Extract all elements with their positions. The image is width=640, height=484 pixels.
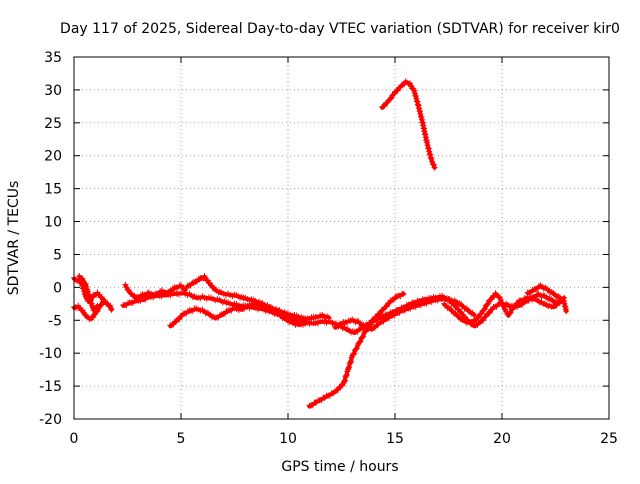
y-tick-label: 15 bbox=[44, 182, 62, 198]
series-track-11 bbox=[524, 282, 570, 315]
x-tick-label: 20 bbox=[493, 431, 511, 447]
axis-ticks: 0 5 10 15 20 25 -20 -15 -10 -5 0 5 10 15 20 25 30 35 bbox=[39, 50, 618, 447]
y-tick-label: 5 bbox=[53, 247, 62, 263]
series-track-7 bbox=[167, 300, 309, 329]
series-markers bbox=[524, 282, 570, 315]
y-tick-label: -20 bbox=[39, 412, 62, 428]
grid-lines bbox=[74, 57, 609, 419]
y-tick-label: 25 bbox=[44, 116, 62, 132]
series-markers bbox=[332, 294, 478, 332]
y-tick-label: -15 bbox=[39, 379, 62, 395]
y-tick-label: 20 bbox=[44, 149, 62, 165]
series-track-3 bbox=[76, 273, 101, 314]
x-axis-label: GPS time / hours bbox=[281, 459, 398, 475]
series-markers bbox=[76, 273, 101, 314]
y-tick-label: 10 bbox=[44, 215, 62, 231]
x-tick-label: 10 bbox=[279, 431, 297, 447]
chart-title: Day 117 of 2025, Sidereal Day-to-day VTE… bbox=[60, 21, 620, 37]
series-markers bbox=[379, 78, 438, 171]
series-track-9 bbox=[332, 294, 478, 332]
y-tick-label: -5 bbox=[48, 313, 62, 329]
series-track-10 bbox=[441, 290, 568, 326]
series-track-8 bbox=[306, 290, 407, 409]
series-markers bbox=[441, 290, 568, 326]
x-tick-label: 25 bbox=[600, 431, 618, 447]
y-tick-label: 35 bbox=[44, 50, 62, 66]
plot-frame bbox=[73, 56, 610, 420]
x-tick-label: 15 bbox=[386, 431, 404, 447]
y-tick-label: 0 bbox=[53, 280, 62, 296]
y-tick-label: -10 bbox=[39, 346, 62, 362]
y-axis-label: SDTVAR / TECUs bbox=[6, 181, 22, 296]
x-tick-label: 0 bbox=[70, 431, 79, 447]
series-markers bbox=[167, 300, 309, 329]
series-markers bbox=[306, 290, 407, 409]
series-track-12 bbox=[379, 78, 438, 171]
data-series bbox=[71, 78, 570, 409]
y-tick-label: 30 bbox=[44, 83, 62, 99]
x-tick-label: 5 bbox=[177, 431, 186, 447]
